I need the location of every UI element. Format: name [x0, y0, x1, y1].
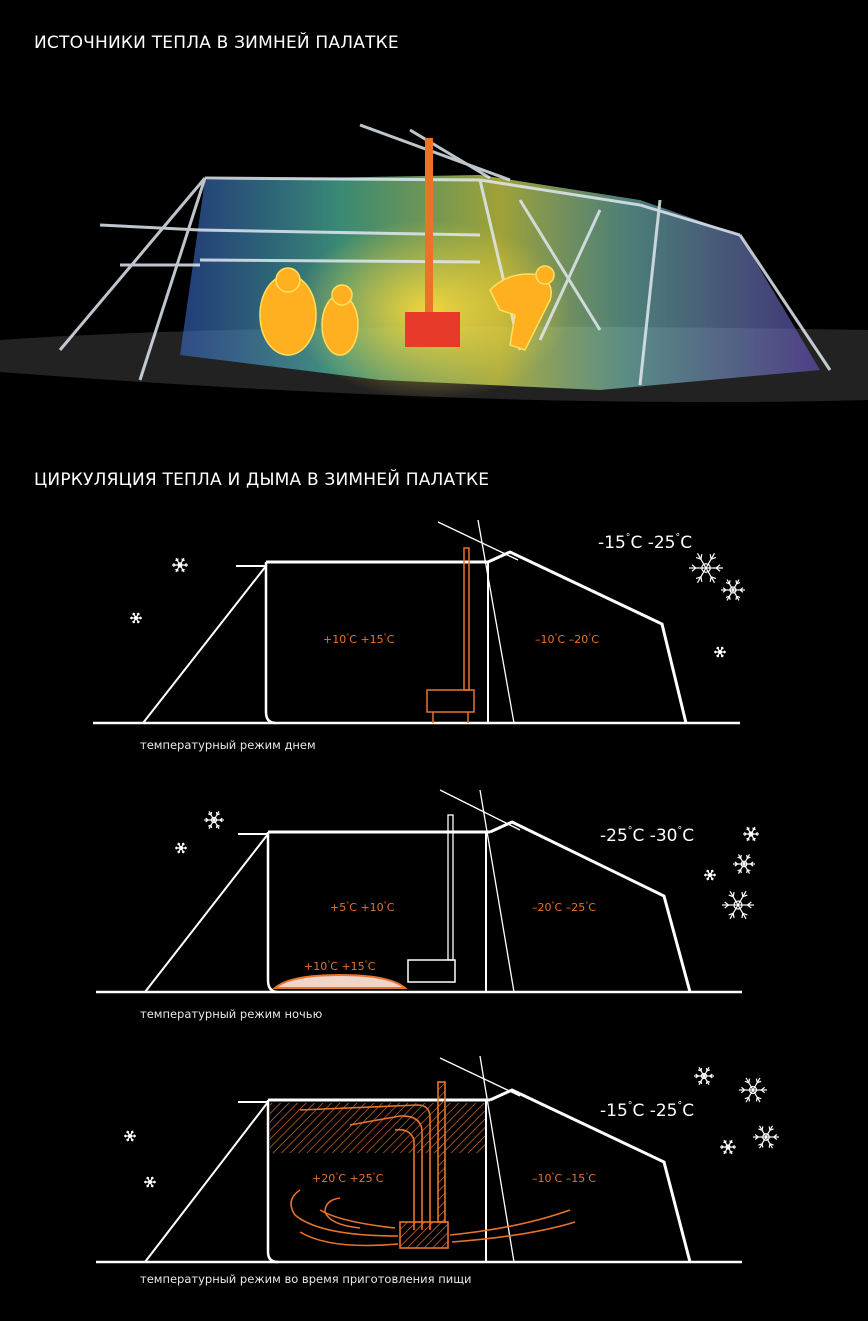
stove-chimney — [425, 138, 433, 318]
pole-line-2 — [477, 519, 515, 724]
diagram-night — [96, 789, 742, 994]
stove — [407, 814, 456, 983]
pole-line-1 — [439, 789, 521, 831]
front-wall — [266, 832, 279, 994]
front-guy-line — [144, 1101, 269, 1263]
inside-temp-day-text: +10°C +15°C — [323, 632, 395, 646]
front-wall — [264, 562, 277, 725]
outside-temp-cooking: -15°C -25°C — [600, 1100, 694, 1121]
inside-temp-night-text: +5°C +10°C — [330, 900, 395, 914]
title-heat-sources: ИСТОЧНИКИ ТЕПЛА В ЗИМНЕЙ ПАЛАТКЕ — [34, 33, 399, 53]
person-head-2 — [331, 284, 353, 306]
floor-temp-night: +10°C +15°C — [304, 959, 376, 973]
heat-flow-line — [451, 1221, 576, 1243]
vestibule-temp-cooking-text: –10°C –15°C — [532, 1171, 596, 1185]
tent-illustration — [0, 123, 868, 403]
stove-heat-flow — [290, 1081, 576, 1249]
inside-temp-night: +5°C +10°C — [330, 900, 395, 914]
outside-temp-day: -15°C -25°C — [598, 532, 692, 553]
inside-temp-day: +10°C +15°C — [323, 632, 395, 646]
diagram-day — [93, 519, 740, 725]
snowflake-icon — [739, 1077, 767, 1103]
inside-temp-cooking: +20°C +25°C — [312, 1171, 384, 1185]
snowflake-icon — [204, 811, 224, 829]
vestibule-roof — [489, 1088, 692, 1263]
inside-temp-cooking-text: +20°C +25°C — [312, 1171, 384, 1185]
person-head-1 — [275, 267, 301, 293]
front-wall — [266, 1100, 279, 1264]
pole-line-1 — [437, 521, 519, 561]
pole-line-2 — [479, 1055, 515, 1263]
stove — [426, 547, 475, 723]
stove-body — [399, 1221, 449, 1249]
snowflake-icon — [124, 1130, 136, 1142]
stove-box — [405, 312, 460, 347]
stove-body — [426, 689, 475, 713]
snowflake-icon — [720, 1139, 736, 1155]
snowflake-icon — [689, 552, 723, 584]
snowflake-icon — [704, 869, 716, 881]
snowflake-icon — [722, 890, 754, 920]
outside-temp-night-text: -25°C -30°C — [600, 825, 694, 846]
heat-flow-line — [319, 1209, 396, 1229]
snowflake-icon — [172, 557, 188, 573]
outside-temp-cooking-text: -15°C -25°C — [600, 1100, 694, 1121]
caption-day: температурный режим днем — [140, 738, 316, 752]
heat-flow-line — [290, 1189, 399, 1237]
heat-flow-line — [449, 1209, 571, 1236]
tent-frame — [58, 123, 832, 386]
vestibule-roof — [487, 550, 688, 724]
hot-air-layer — [270, 1103, 486, 1153]
snowflake-icon — [714, 646, 726, 658]
people-thermal — [259, 265, 555, 356]
caption-night: температурный режим ночью — [140, 1007, 323, 1021]
sleeping-mat-heat — [272, 973, 408, 989]
snowflake-icon — [733, 854, 755, 874]
snowflake-icon — [753, 1125, 779, 1149]
front-guy-line — [142, 565, 267, 724]
caption-cooking: температурный режим во время приготовлен… — [140, 1272, 472, 1286]
vestibule-temp-night-text: –20°C –25°C — [532, 900, 596, 914]
floor-temp-night-text: +10°C +15°C — [304, 959, 376, 973]
snowflake-icon — [144, 1176, 156, 1188]
snowflake-icon — [721, 579, 745, 601]
snowflake-icon — [694, 1067, 714, 1085]
front-guy-line — [144, 833, 269, 993]
pole-line-1 — [439, 1057, 521, 1097]
outside-temp-night: -25°C -30°C — [600, 825, 694, 846]
snowflake-icon — [743, 826, 759, 842]
vestibule-temp-cooking: –10°C –15°C — [532, 1171, 596, 1185]
title-heat-circulation: ЦИРКУЛЯЦИЯ ТЕПЛА И ДЫМА В ЗИМНЕЙ ПАЛАТКЕ — [34, 470, 490, 490]
vestibule-temp-night: –20°C –25°C — [532, 900, 596, 914]
heat-flow-line — [299, 1231, 399, 1247]
vestibule-temp-day: –10°C –20°C — [535, 632, 599, 646]
outside-temp-day-text: -15°C -25°C — [598, 532, 692, 553]
stove-body — [407, 959, 456, 983]
vestibule-roof — [489, 820, 692, 993]
cooking-frame — [96, 1055, 742, 1264]
heat-flow-line — [324, 1197, 361, 1229]
heat-flow-line — [349, 1115, 423, 1230]
vestibule-temp-day-text: –10°C –20°C — [535, 632, 599, 646]
heat-flow-line — [394, 1128, 415, 1230]
pole-line-2 — [479, 789, 515, 993]
snowflake-icon — [130, 612, 142, 624]
heat-flow-line — [299, 1104, 431, 1230]
person-head-3 — [535, 265, 555, 285]
snowflake-icon — [175, 842, 187, 854]
